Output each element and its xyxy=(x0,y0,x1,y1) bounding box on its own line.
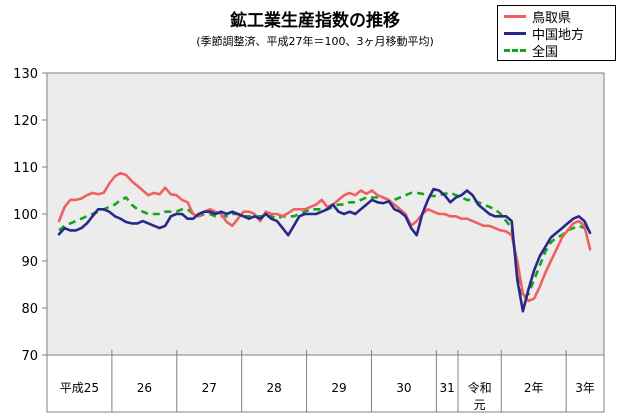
x-category-label: 28 xyxy=(266,381,281,395)
chart-subtitle: (季節調整済、平成27年＝100、3ヶ月移動平均) xyxy=(196,35,434,48)
legend-item-tottori: 鳥取県 xyxy=(504,8,572,26)
x-category-label: 平成25 xyxy=(60,381,99,395)
series-line-chugoku xyxy=(57,187,592,313)
legend-item-national: 全国 xyxy=(504,42,559,60)
y-tick-label: 110 xyxy=(13,161,38,176)
legend-item-chugoku: 中国地方 xyxy=(504,25,585,43)
x-category-label: 26 xyxy=(137,381,152,395)
series-line-tottori xyxy=(57,171,592,303)
y-tick-label: 90 xyxy=(21,255,38,270)
y-tick-label: 100 xyxy=(13,208,38,223)
y-tick-label: 70 xyxy=(21,349,38,364)
legend: 鳥取県 中国地方 全国 xyxy=(497,5,616,61)
x-category-label: 27 xyxy=(202,381,217,395)
x-category-label: 31 xyxy=(440,381,455,395)
x-category-label: 29 xyxy=(331,381,346,395)
legend-swatch-chugoku xyxy=(504,31,526,35)
legend-label-national: 全国 xyxy=(532,44,559,60)
x-category-label: 令和元 xyxy=(468,380,492,412)
chart-title: 鉱工業生産指数の推移 xyxy=(230,11,400,31)
y-tick-label: 120 xyxy=(13,114,38,129)
y-tick-label: 80 xyxy=(21,302,38,317)
legend-label-chugoku: 中国地方 xyxy=(532,27,585,43)
legend-swatch-national xyxy=(504,48,526,52)
x-axis-label-band xyxy=(46,354,605,413)
plot-area xyxy=(46,72,605,356)
x-category-label: 3年 xyxy=(575,381,595,395)
x-category-label: 30 xyxy=(396,381,411,395)
legend-swatch-tottori xyxy=(504,14,526,18)
legend-label-tottori: 鳥取県 xyxy=(532,10,572,26)
x-category-label: 2年 xyxy=(524,381,544,395)
y-tick-label: 130 xyxy=(13,67,38,82)
